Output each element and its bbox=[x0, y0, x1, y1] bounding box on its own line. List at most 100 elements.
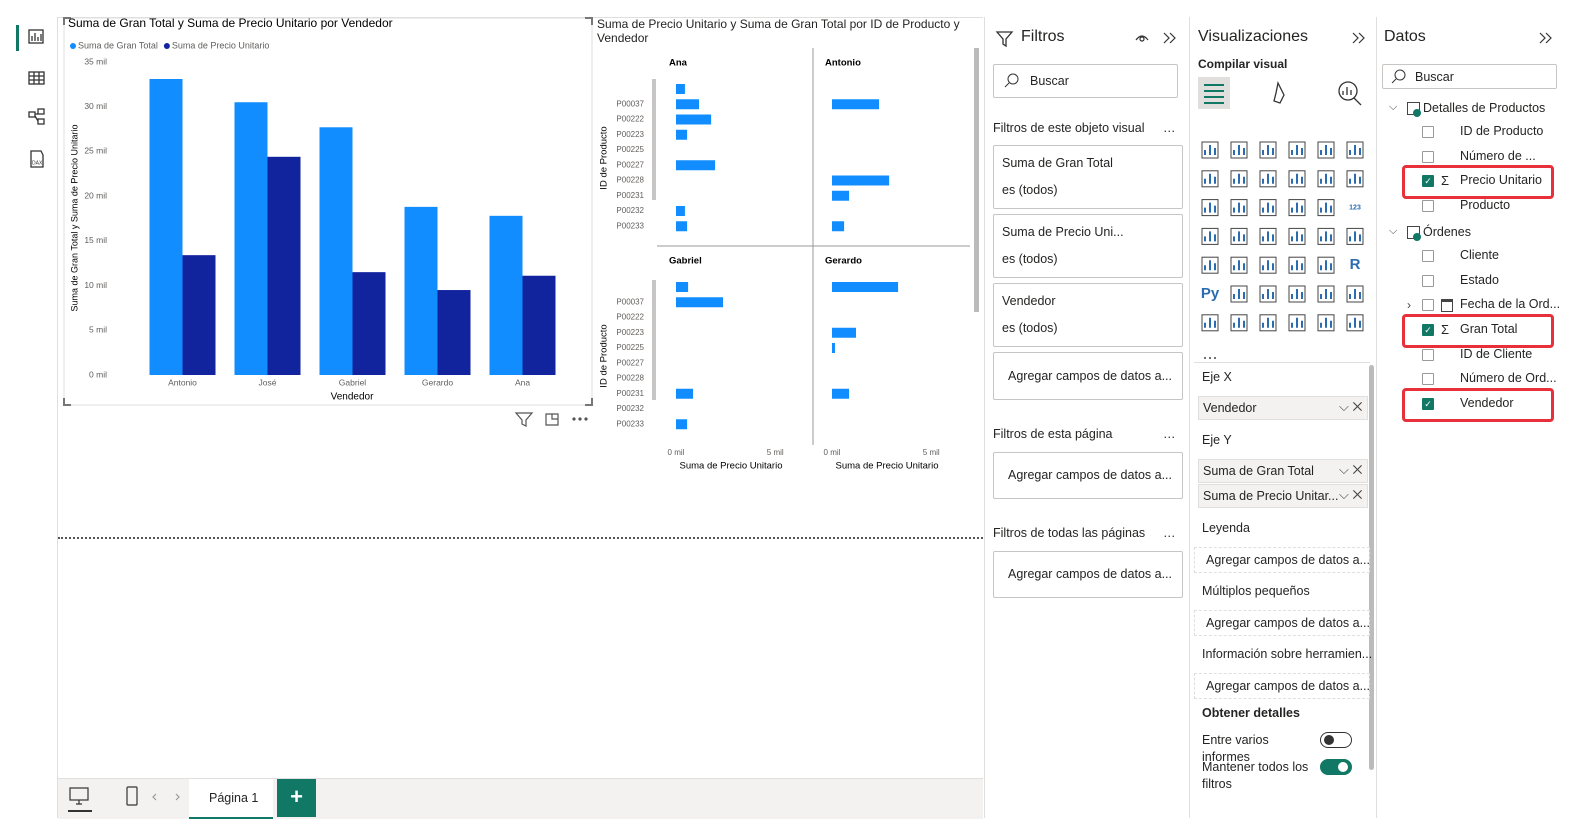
y-tick-label: P00223 bbox=[616, 130, 644, 139]
search-icon bbox=[1391, 69, 1406, 84]
more-button[interactable]: … bbox=[1163, 526, 1176, 540]
toggle[interactable] bbox=[1320, 759, 1352, 775]
icon bbox=[1349, 317, 1361, 328]
field-name[interactable]: Vendedor bbox=[1460, 396, 1514, 410]
y-tick-label: P00231 bbox=[616, 191, 644, 200]
checkbox[interactable]: ✓ bbox=[1422, 323, 1434, 336]
well-field[interactable]: Vendedor ⌵ ✕ bbox=[1198, 396, 1368, 420]
field-name[interactable]: ID de Cliente bbox=[1460, 346, 1533, 361]
checkbox[interactable] bbox=[1422, 348, 1434, 361]
field-name[interactable]: Producto bbox=[1460, 198, 1511, 213]
y-tick-label: P00228 bbox=[616, 374, 644, 383]
icon bbox=[1201, 170, 1219, 188]
icon bbox=[1233, 317, 1245, 328]
filter-card[interactable]: Suma de Precio Uni... es (todos) bbox=[993, 214, 1183, 278]
field-name[interactable]: Fecha de la Ord... bbox=[1460, 297, 1561, 312]
well-field[interactable]: Suma de Precio Unitar... ⌵ ✕ bbox=[1198, 484, 1368, 508]
add-page-button[interactable]: + bbox=[277, 779, 316, 817]
collapse-icon[interactable] bbox=[1350, 30, 1368, 46]
field-name[interactable]: Cliente bbox=[1460, 247, 1499, 262]
checkbox[interactable]: ✓ bbox=[1422, 175, 1434, 188]
y-axis-title: ID de Producto bbox=[599, 126, 610, 189]
icon bbox=[1201, 199, 1219, 217]
filter-card[interactable]: Suma de Gran Total es (todos) bbox=[993, 145, 1183, 209]
toggle-knob bbox=[1324, 735, 1334, 745]
scrollbar[interactable] bbox=[974, 48, 979, 312]
table-name[interactable]: Órdenes bbox=[1423, 224, 1471, 239]
icon bbox=[1259, 314, 1277, 332]
icon bbox=[1346, 314, 1364, 332]
field-name[interactable]: ID de Producto bbox=[1460, 124, 1544, 138]
field-name[interactable]: Precio Unitario bbox=[1460, 173, 1542, 188]
well-placeholder[interactable]: Agregar campos de datos a... bbox=[1194, 673, 1370, 699]
y-tick-label: 10 mil bbox=[84, 280, 107, 290]
x-tick-label: Ana bbox=[515, 377, 530, 387]
bar bbox=[522, 275, 556, 375]
bar bbox=[832, 327, 857, 338]
icon bbox=[1233, 145, 1245, 155]
checkbox[interactable] bbox=[1422, 126, 1434, 138]
bar bbox=[489, 215, 523, 375]
x-axis-title: Suma de Precio Unitario bbox=[680, 461, 783, 472]
icon bbox=[1204, 317, 1216, 328]
bar bbox=[676, 129, 688, 140]
field-name[interactable]: Estado bbox=[1460, 272, 1499, 287]
add-field-card[interactable]: Agregar campos de datos a... bbox=[993, 352, 1183, 400]
checkbox[interactable] bbox=[1422, 274, 1434, 287]
highlight bbox=[1402, 165, 1554, 200]
search-box[interactable]: Buscar bbox=[993, 64, 1178, 98]
bar bbox=[676, 206, 685, 216]
pane-subtitle: Compilar visual bbox=[1198, 57, 1288, 71]
field-actions: ⌵ ✕ bbox=[1339, 399, 1363, 414]
icon bbox=[1346, 227, 1364, 245]
active-indicator bbox=[16, 25, 19, 51]
field-name[interactable]: Gran Total bbox=[1460, 321, 1518, 336]
chart-title: Suma de Precio Unitario y Suma de Gran T… bbox=[597, 17, 960, 45]
bar bbox=[676, 99, 700, 110]
page-tab[interactable]: Página 1 bbox=[189, 779, 273, 819]
icon bbox=[1201, 256, 1219, 274]
more-button[interactable]: … bbox=[1163, 121, 1176, 135]
visual-header-icons[interactable] bbox=[514, 412, 588, 427]
icon bbox=[1320, 145, 1332, 155]
well-field[interactable]: Suma de Gran Total ⌵ ✕ bbox=[1198, 459, 1368, 483]
visual-type-icons[interactable]: 123 R Py bbox=[1190, 127, 1376, 367]
toggle-knob bbox=[1338, 762, 1348, 772]
bar bbox=[832, 221, 845, 232]
page-tab-label: Página 1 bbox=[209, 791, 259, 805]
filter-state: es (todos) bbox=[1002, 183, 1058, 197]
scrollbar[interactable] bbox=[1369, 365, 1374, 770]
filter-card[interactable]: Vendedor es (todos) bbox=[993, 283, 1183, 347]
checkbox[interactable] bbox=[1422, 373, 1434, 386]
more-button[interactable]: … bbox=[1163, 427, 1176, 441]
icon bbox=[1204, 173, 1216, 184]
checkbox[interactable] bbox=[1422, 249, 1434, 262]
pane-header-icons[interactable] bbox=[1133, 29, 1183, 47]
scrollbar[interactable] bbox=[652, 280, 656, 400]
view-icons[interactable] bbox=[66, 785, 186, 815]
checkbox[interactable] bbox=[1422, 200, 1434, 213]
checkbox[interactable] bbox=[1422, 299, 1434, 312]
field-name[interactable]: Número de Ord... bbox=[1460, 371, 1557, 386]
add-field-card[interactable]: Agregar campos de datos a... bbox=[993, 551, 1183, 598]
scrollbar[interactable] bbox=[652, 79, 656, 200]
well-placeholder[interactable]: Agregar campos de datos a... bbox=[1194, 547, 1370, 573]
visual-border[interactable] bbox=[63, 17, 593, 406]
checkbox[interactable]: ✓ bbox=[1422, 398, 1434, 410]
checkbox[interactable] bbox=[1422, 150, 1434, 163]
add-field-card[interactable]: Agregar campos de datos a... bbox=[993, 452, 1183, 499]
bar bbox=[676, 114, 712, 125]
icon bbox=[1201, 141, 1219, 159]
collapse-icon[interactable] bbox=[1537, 30, 1555, 46]
build-tabs[interactable] bbox=[1196, 75, 1371, 111]
bar bbox=[832, 99, 880, 110]
toggle[interactable] bbox=[1320, 732, 1352, 748]
icon-text: R bbox=[1350, 256, 1361, 273]
field-name: Suma de Precio Unitar... bbox=[1203, 489, 1339, 503]
nav-icons[interactable]: DAX bbox=[26, 27, 48, 177]
table-name[interactable]: Detalles de Productos bbox=[1423, 101, 1546, 115]
search-box[interactable]: Buscar bbox=[1382, 64, 1557, 89]
icon bbox=[1262, 289, 1274, 299]
well-placeholder[interactable]: Agregar campos de datos a... bbox=[1194, 610, 1370, 636]
field-name[interactable]: Número de ... bbox=[1460, 148, 1536, 163]
